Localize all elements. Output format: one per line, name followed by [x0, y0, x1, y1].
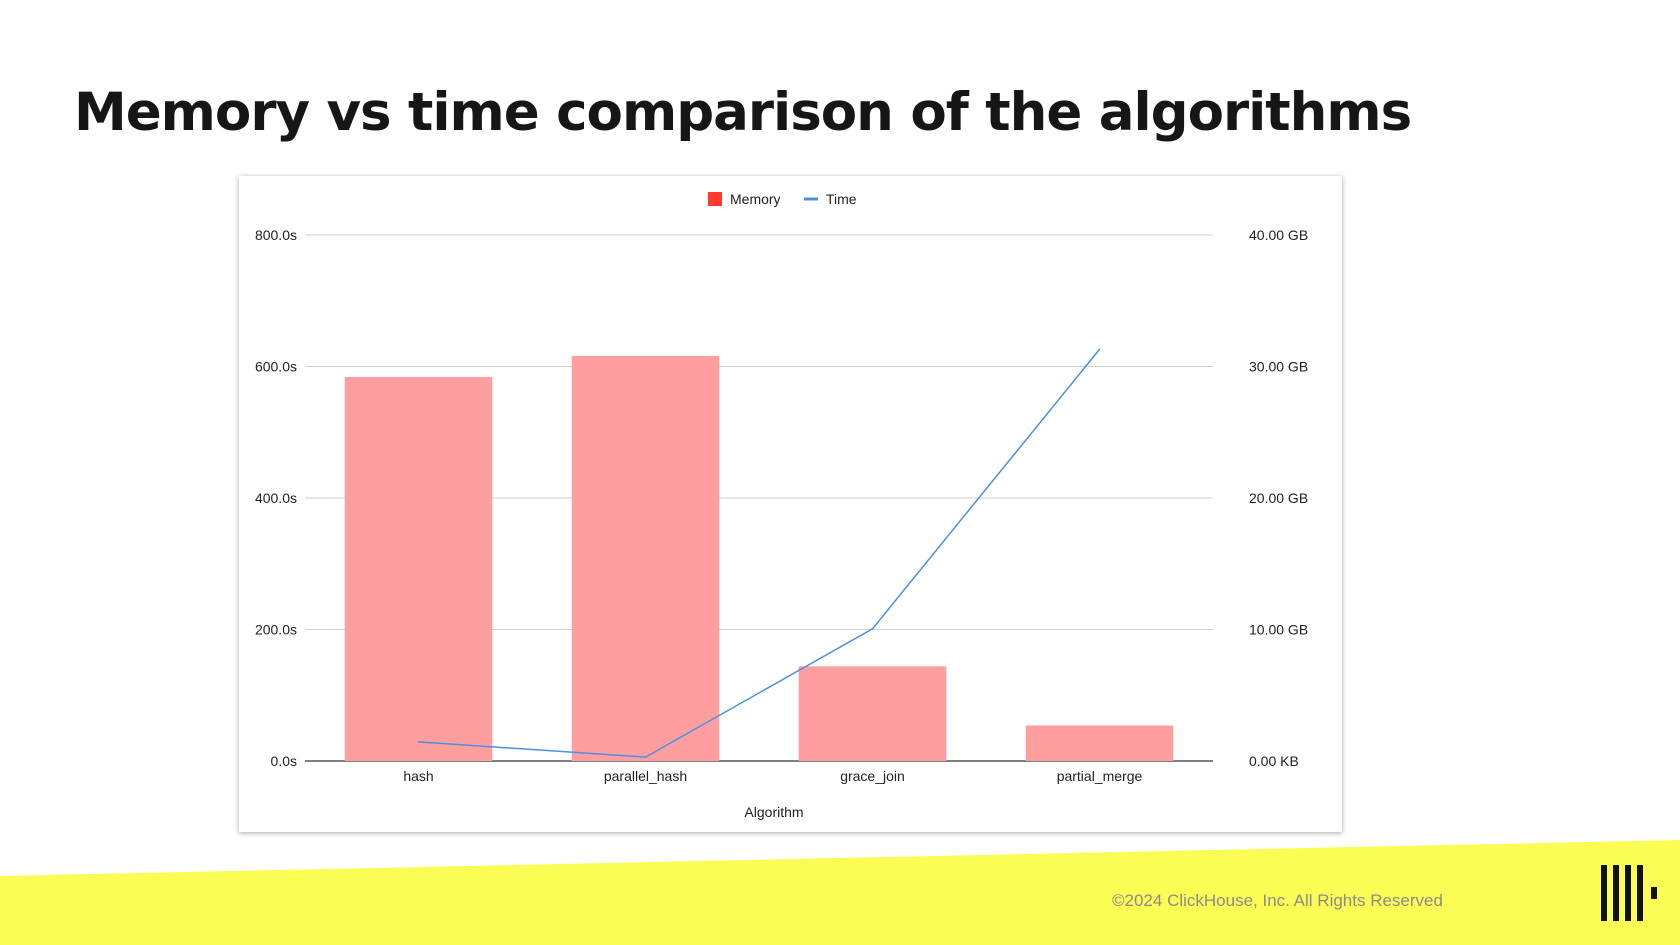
- time-line-layer: [417, 348, 1101, 758]
- time-point: [871, 628, 874, 630]
- left-tick-label: 0.0s: [271, 753, 297, 769]
- time-line: [418, 348, 1101, 758]
- memory-legend-label: Memory: [730, 191, 781, 207]
- memory-bar: [344, 377, 493, 761]
- right-tick-label: 0.00 KB: [1249, 753, 1299, 769]
- memory-legend-swatch: [708, 192, 722, 206]
- x-axis: hash parallel_hash grace_join partial_merge: [403, 768, 1142, 784]
- memory-bar: [571, 355, 720, 761]
- time-point: [1098, 348, 1101, 351]
- chart-svg: 800.0s 600.0s 400.0s 200.0s 0.0s 40.00 GB 30.…: [255, 191, 1308, 820]
- left-tick-label: 600.0s: [255, 359, 297, 375]
- right-tick-label: 30.00 GB: [1249, 359, 1308, 375]
- x-tick-label: parallel_hash: [604, 768, 687, 784]
- time-point: [417, 741, 420, 743]
- left-axis: 800.0s 600.0s 400.0s 200.0s 0.0s: [255, 227, 297, 769]
- right-tick-label: 20.00 GB: [1249, 490, 1308, 506]
- time-point: [644, 756, 647, 758]
- x-tick-label: hash: [403, 768, 433, 784]
- memory-bars: [344, 355, 1174, 761]
- time-legend-label: Time: [826, 191, 857, 207]
- x-tick-label: grace_join: [840, 768, 905, 784]
- memory-bar: [1025, 725, 1174, 761]
- copyright-text: ©2024 ClickHouse, Inc. All Rights Reserv…: [1112, 891, 1443, 910]
- memory-bar: [798, 666, 947, 761]
- x-axis-title: Algorithm: [744, 804, 803, 820]
- legend[interactable]: Memory Time: [708, 191, 857, 207]
- left-tick-label: 200.0s: [255, 622, 297, 638]
- left-tick-label: 800.0s: [255, 227, 297, 243]
- left-tick-label: 400.0s: [255, 490, 297, 506]
- x-tick-label: partial_merge: [1057, 768, 1143, 784]
- clickhouse-logo-icon: [1601, 865, 1659, 921]
- right-tick-label: 10.00 GB: [1249, 622, 1308, 638]
- chart-card: 800.0s 600.0s 400.0s 200.0s 0.0s 40.00 GB 30.…: [239, 176, 1342, 832]
- time-legend-swatch: [804, 197, 818, 201]
- right-tick-label: 40.00 GB: [1249, 227, 1308, 243]
- right-axis: 40.00 GB 30.00 GB 20.00 GB 10.00 GB 0.00 KB: [1249, 227, 1308, 769]
- slide-title: Memory vs time comparison of the algorit…: [74, 82, 1412, 143]
